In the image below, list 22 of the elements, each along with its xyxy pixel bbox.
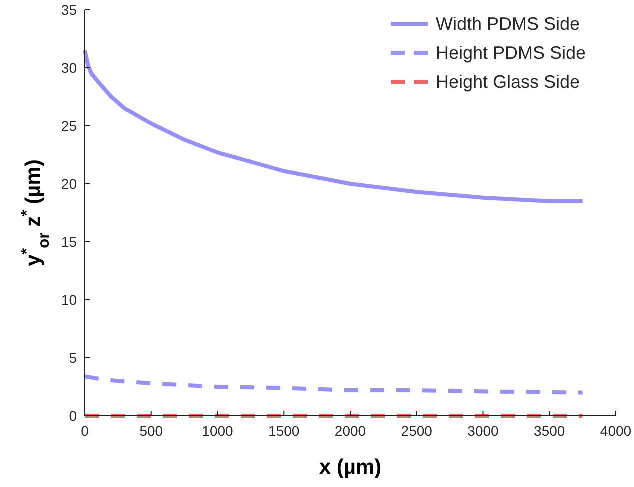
x-tick-label: 1000 xyxy=(202,423,234,439)
line-series xyxy=(83,374,585,395)
x-tick-label: 2000 xyxy=(334,423,366,439)
x-tick-label: 4000 xyxy=(600,423,632,439)
y-tick-label: 20 xyxy=(61,176,78,192)
x-tick-label: 500 xyxy=(140,423,164,439)
y-tick-label: 10 xyxy=(61,292,78,308)
x-tick-label: 1500 xyxy=(268,423,300,439)
x-tick-label: 3000 xyxy=(468,423,500,439)
x-tick-label: 3500 xyxy=(534,423,566,439)
y-tick-label: 35 xyxy=(61,2,78,18)
legend-label: Height Glass Side xyxy=(436,72,580,92)
legend-label: Width PDMS Side xyxy=(436,14,580,34)
y-tick-label: 30 xyxy=(61,60,78,76)
y-tick-label: 15 xyxy=(61,234,78,250)
x-tick-label: 2500 xyxy=(401,423,433,439)
y-tick-label: 5 xyxy=(69,350,78,366)
x-tick-label: 0 xyxy=(81,423,90,439)
legend-label: Height PDMS Side xyxy=(436,43,586,63)
y-tick-label: 25 xyxy=(61,118,78,134)
x-axis-title: x (µm) xyxy=(319,456,382,479)
y-tick-label: 0 xyxy=(69,408,78,424)
